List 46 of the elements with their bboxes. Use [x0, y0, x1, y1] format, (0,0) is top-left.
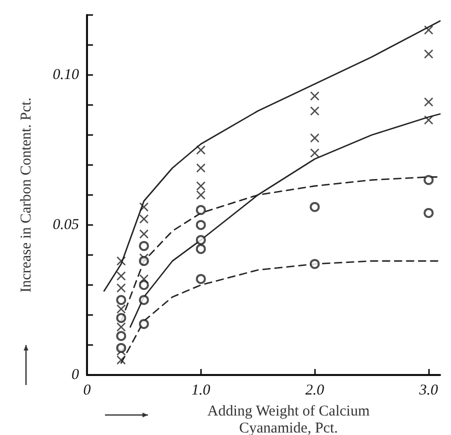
point	[310, 259, 320, 269]
point	[138, 319, 149, 329]
point	[138, 295, 149, 305]
point	[116, 271, 126, 281]
point	[310, 133, 320, 143]
point	[310, 148, 320, 158]
point	[116, 295, 126, 305]
point	[310, 202, 320, 212]
y-tick-label: 0.05	[52, 217, 80, 233]
point	[116, 343, 126, 353]
point	[196, 220, 206, 230]
point	[424, 25, 434, 35]
point	[138, 241, 149, 251]
point	[196, 244, 206, 254]
point	[116, 331, 126, 341]
y-tick-label: 0	[72, 367, 80, 383]
point	[138, 280, 149, 290]
point	[116, 256, 126, 266]
point	[424, 175, 434, 185]
point	[139, 214, 149, 224]
point	[139, 229, 149, 239]
x-tick-label: 1.0	[191, 382, 211, 398]
line-series	[120, 260, 441, 364]
point	[116, 283, 126, 293]
x-tick-label: 2.0	[305, 382, 325, 398]
point	[196, 274, 206, 284]
point	[424, 208, 434, 218]
x-tick-label: 0	[83, 382, 92, 398]
point	[310, 106, 320, 116]
point	[139, 202, 149, 212]
point	[116, 322, 126, 332]
point	[424, 49, 434, 59]
point	[196, 235, 206, 245]
line-series	[103, 20, 441, 292]
point	[310, 91, 320, 101]
point	[116, 304, 126, 314]
point	[424, 115, 434, 125]
point	[196, 205, 206, 215]
y-tick-label: 0.10	[52, 67, 80, 83]
point	[424, 97, 434, 107]
point	[196, 163, 206, 173]
point	[196, 145, 206, 155]
x-tick-label: 3.0	[418, 382, 438, 398]
point	[138, 256, 149, 266]
point	[116, 313, 126, 323]
y-axis-title: Increase in Carbon Content. Pct.	[18, 98, 34, 292]
